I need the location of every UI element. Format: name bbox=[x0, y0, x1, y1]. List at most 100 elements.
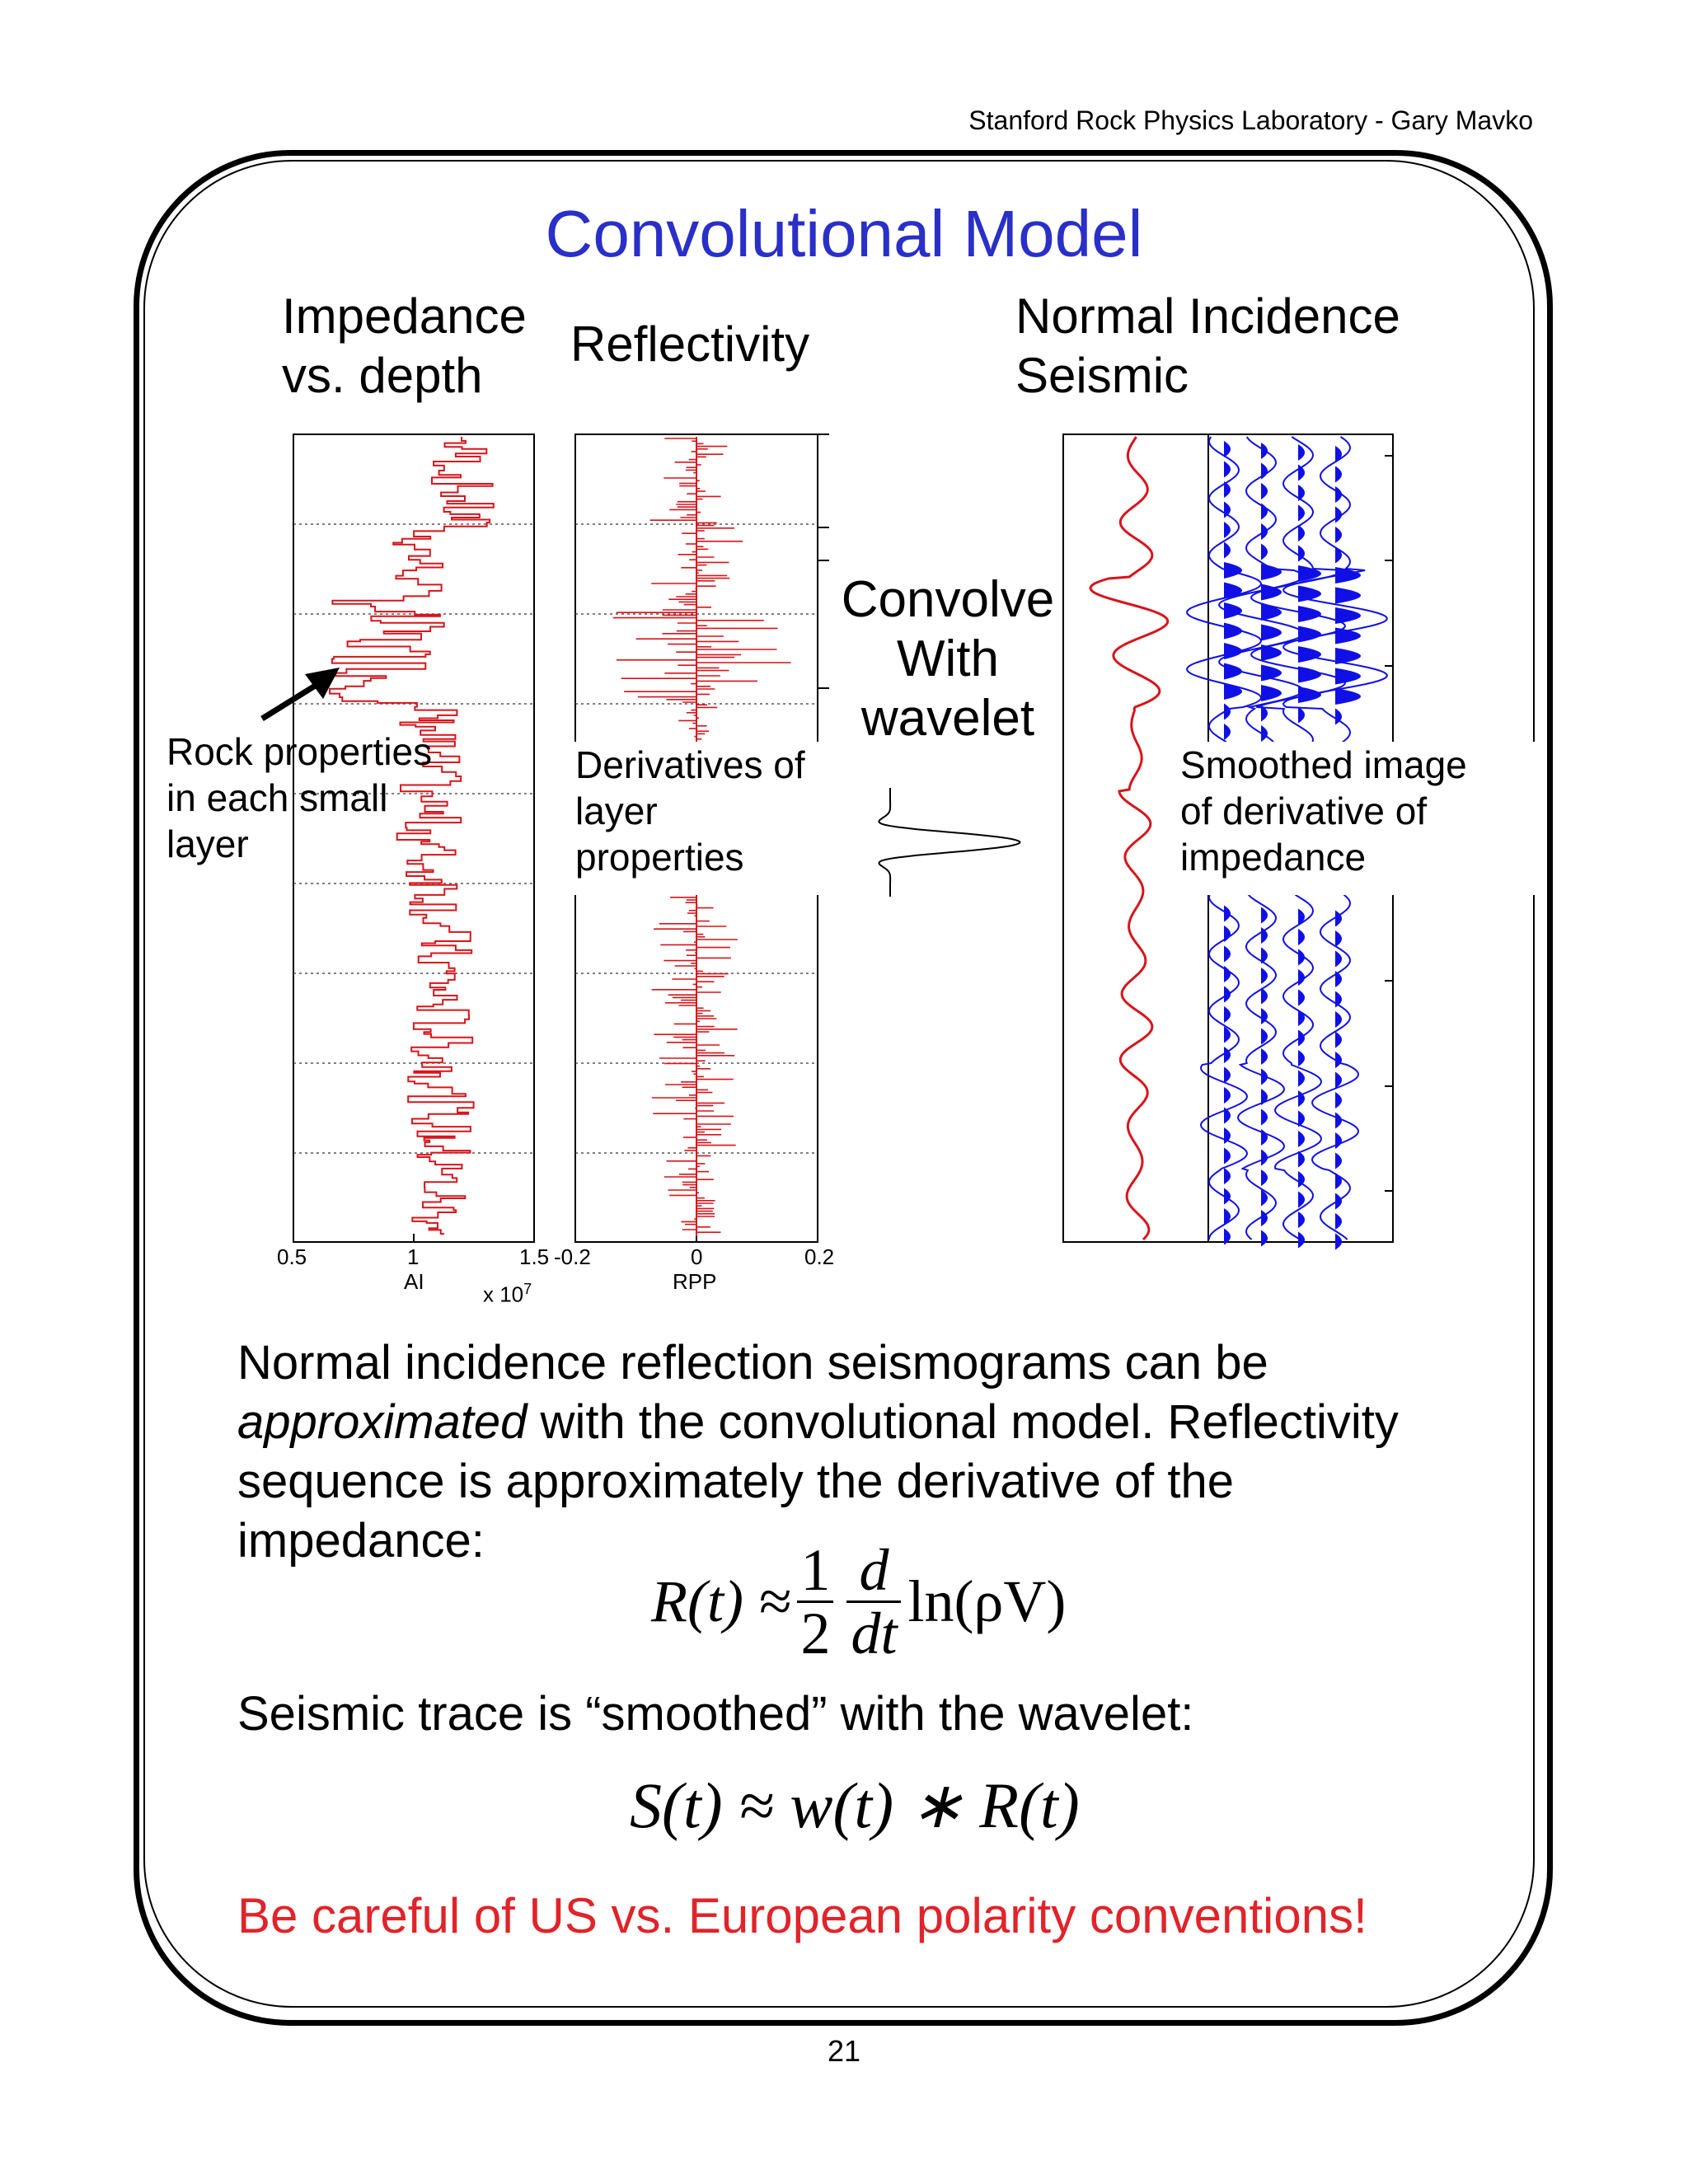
seismic-wiggle-lobe bbox=[1224, 1228, 1231, 1245]
impedance-heading-line1: Impedance bbox=[282, 288, 527, 344]
rock-properties-line1: Rock properties bbox=[166, 730, 433, 773]
impedance-xtick-2: 1.5 bbox=[519, 1244, 550, 1269]
seismic-wiggle-lobe bbox=[1335, 1132, 1342, 1149]
seismic-wiggle-traces bbox=[1185, 436, 1389, 1250]
rock-properties-line3: layer bbox=[166, 823, 249, 865]
seismic-wiggle-lobe bbox=[1335, 1011, 1342, 1028]
seismic-wiggle-lobe bbox=[1298, 1171, 1305, 1188]
seismic-wiggle-lobe bbox=[1298, 1010, 1305, 1026]
seismic-wiggle-lobe bbox=[1298, 949, 1305, 966]
seismic-wiggle-lobe bbox=[1335, 1052, 1342, 1068]
seismic-wiggle-lobe bbox=[1298, 1231, 1305, 1249]
seismic-wiggle-lobe bbox=[1224, 541, 1231, 559]
reflectivity-xtick-1: 0 bbox=[691, 1244, 703, 1269]
seismic-wiggle-lobe bbox=[1298, 929, 1305, 945]
impedance-trace bbox=[329, 437, 495, 1235]
seismic-wiggle-lobe bbox=[1335, 910, 1342, 927]
impedance-xtick-0: 0.5 bbox=[277, 1244, 307, 1269]
seismic-wiggle-lobe bbox=[1224, 1208, 1231, 1225]
seismic-wiggle-lobe bbox=[1224, 1047, 1231, 1063]
seismic-wiggle-lobe bbox=[1224, 905, 1231, 922]
seismic-wiggle-lobe bbox=[1261, 1068, 1268, 1085]
eq1-fraction-derivative: d dt bbox=[846, 1537, 902, 1666]
convolve-line1: Convolve bbox=[841, 571, 1055, 628]
impedance-heading-line2: vs. depth bbox=[282, 348, 483, 403]
seismic-wiggle-lobe bbox=[1298, 464, 1305, 481]
seismic-wiggle-lobe bbox=[1298, 606, 1321, 622]
seismic-wiggle-lobe bbox=[1261, 1108, 1268, 1126]
seismic-wiggle-lobe bbox=[1298, 1191, 1305, 1208]
wavelet-shape bbox=[878, 788, 1021, 897]
seismic-wiggle-lobe bbox=[1261, 564, 1282, 580]
body-line2-rest: with the convolutional model. Reflectivi… bbox=[527, 1395, 1399, 1449]
page-number: 21 bbox=[827, 2034, 861, 2068]
seismic-wiggle-lobe bbox=[1261, 968, 1268, 984]
seismic-wiggle-lobe bbox=[1261, 927, 1268, 944]
seismic-wiggle-lobe bbox=[1335, 1152, 1342, 1169]
seismic-wiggle-lobe bbox=[1335, 1031, 1342, 1048]
seismic-wiggle-lobe bbox=[1298, 1151, 1305, 1168]
impedance-ticks bbox=[293, 1234, 535, 1242]
impedance-xlabel: AI bbox=[404, 1269, 424, 1294]
eq1-den1: 2 bbox=[800, 1601, 831, 1666]
seismic-wiggle-lobe bbox=[1224, 461, 1231, 478]
seismic-wiggle-lobe bbox=[1335, 668, 1361, 685]
seismic-wiggle-lobe bbox=[1335, 1213, 1342, 1230]
seismic-wiggle-lobe bbox=[1335, 1092, 1342, 1108]
slide-title: Convolutional Model bbox=[545, 197, 1143, 270]
seismic-wiggle-lobe bbox=[1298, 706, 1305, 724]
seismic-wiggle-lobe bbox=[1335, 1193, 1342, 1210]
seismic-wiggle-lobe bbox=[1261, 483, 1268, 499]
seismic-wiggle-lobe bbox=[1261, 462, 1268, 480]
convolve-label: Convolve With wavelet bbox=[841, 570, 1055, 748]
seismic-wiggle-lobe bbox=[1224, 703, 1231, 720]
eq1-num2: d bbox=[859, 1537, 889, 1603]
reflectivity-right-ticks bbox=[818, 434, 829, 689]
seismic-wiggle-lobe bbox=[1298, 666, 1321, 683]
seismic-heading-line2: Seismic bbox=[1015, 348, 1189, 403]
eq1-den2: dt bbox=[851, 1601, 898, 1666]
seismic-heading: Normal Incidence Seismic bbox=[1015, 287, 1400, 405]
seismic-wiggle-lobe bbox=[1224, 441, 1231, 457]
seismic-wiggle-lobe bbox=[1261, 1008, 1268, 1024]
reflectivity-xlabel: RPP bbox=[673, 1269, 717, 1294]
seismic-wiggle-lobe bbox=[1261, 1129, 1268, 1146]
eq1-fraction-half: 1 2 bbox=[797, 1540, 834, 1666]
seismic-wiggle-lobe bbox=[1298, 1090, 1305, 1107]
page-header: Stanford Rock Physics Laboratory - Gary … bbox=[968, 105, 1533, 135]
seismic-wiggle-lobe bbox=[1224, 1066, 1231, 1084]
seismic-wiggle-lobe bbox=[1224, 986, 1231, 1003]
seismic-wiggle-lobe bbox=[1335, 708, 1342, 725]
seismic-wiggle-lobe bbox=[1224, 1087, 1231, 1104]
seismic-wiggle-lobe bbox=[1298, 565, 1321, 582]
seismic-wiggle-lobe bbox=[1224, 1026, 1231, 1043]
seismic-wiggle-lobe bbox=[1261, 987, 1268, 1005]
seismic-wiggle-lobe bbox=[1335, 466, 1342, 483]
seismic-wiggle-lobe bbox=[1298, 908, 1305, 926]
seismic-wiggle-lobe bbox=[1261, 705, 1268, 722]
seismic-wiggle-lobe bbox=[1261, 1230, 1268, 1247]
slide-frame bbox=[134, 150, 1553, 2026]
seismic-wiggle-lobe bbox=[1261, 1149, 1268, 1166]
seismic-wiggle-lobe bbox=[1261, 1048, 1268, 1065]
seismic-wiggle-lobe bbox=[1335, 627, 1361, 644]
body-line2: approximated with the convolutional mode… bbox=[237, 1393, 1523, 1452]
seismic-wiggle-lobe bbox=[1224, 1006, 1231, 1023]
seismic-wiggle-lobe bbox=[1224, 945, 1231, 963]
impedance-multiplier: x 107 bbox=[483, 1281, 532, 1307]
reflectivity-heading: Reflectivity bbox=[570, 316, 810, 372]
equation-seismic: S(t) ≈ w(t) ∗ R(t) bbox=[630, 1769, 1080, 1841]
seismic-wiggle-lobe bbox=[1298, 525, 1305, 541]
seismic-wiggle-lobe bbox=[1261, 523, 1268, 540]
seismic-wiggle-lobe bbox=[1298, 1212, 1305, 1228]
seismic-wiggle-lobe bbox=[1335, 506, 1342, 523]
seismic-wiggle-lobe bbox=[1298, 969, 1305, 986]
seismic-wiggle-lobe bbox=[1224, 622, 1242, 640]
rock-properties-arrow bbox=[260, 668, 340, 721]
seismic-wiggle-lobe bbox=[1298, 1070, 1305, 1087]
seismic-wiggle-lobe bbox=[1224, 562, 1242, 579]
seismic-wiggle-line bbox=[1282, 436, 1389, 1240]
body-line4: impedance: bbox=[237, 1514, 485, 1568]
body-line3: sequence is approximately the derivative… bbox=[237, 1455, 1235, 1508]
